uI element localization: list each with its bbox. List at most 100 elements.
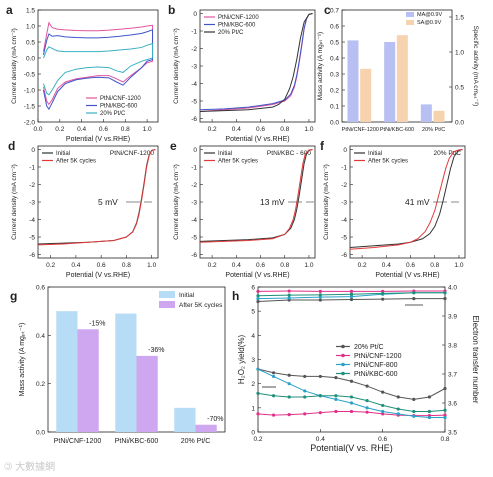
panel-d-legend-label: After 5K cycles: [56, 159, 96, 165]
panel-g-category-label: 20% Pt/C: [181, 438, 211, 445]
panel-h-series-3-point: [427, 409, 432, 414]
panel-h-series-3-point: [303, 395, 307, 399]
panel-h-series-0-point: [349, 379, 354, 383]
panel-h-series-0-point: [287, 373, 291, 377]
panel-h-series-1-point: [443, 413, 447, 417]
panel-c-legend-label: MA@0.9V: [417, 12, 442, 18]
panel-e-ytick-label: 0: [193, 147, 197, 154]
panel-h-series-0-point: [443, 386, 447, 391]
panel-h-series-0-point: [412, 397, 416, 401]
panel-e-legend-label: After 5K cycles: [218, 159, 258, 165]
panel-f-series-1-line: [349, 149, 463, 250]
panel-e-ytick-label: -3: [191, 200, 197, 207]
panel-g-legend-label: After 5K cycles: [179, 302, 223, 309]
panel-h-series-1-point: [334, 409, 338, 414]
panel-g-legend-swatch: [159, 301, 175, 308]
panel-h-xtick-label: 0.2: [253, 436, 262, 443]
panel-h-legend-label: PtNi/KBC-600: [354, 371, 398, 378]
panel-h-ytick-label: 5: [251, 309, 255, 316]
panel-f-ytick-label: -3: [341, 200, 347, 207]
panel-e-ytick-label: -5: [191, 235, 197, 242]
panel-f-ytick-label: 0: [343, 147, 347, 154]
panel-h-series-6-point: [287, 296, 291, 300]
panel-h-series-4-point: [412, 297, 416, 301]
panel-c-category-label: PtNi/CNF-1200: [342, 127, 379, 133]
panel-d-xtick-label: 1.0: [147, 262, 156, 269]
panel-h-series-3-point: [412, 409, 416, 414]
panel-c-ylabel: Mass activity (A mgₚₜ⁻¹): [317, 32, 324, 100]
panel-c-label: c: [324, 3, 331, 17]
panel-f-ytick-label: -6: [341, 252, 347, 259]
panel-e-series-0-line: [199, 149, 313, 242]
panel-h-series-2-point: [427, 415, 432, 420]
panel-a-ytick-label: 1.5: [26, 8, 35, 15]
panel-h-series-2-point: [303, 389, 307, 393]
panel-h-series-0-point: [396, 395, 400, 399]
panel-a-legend-label: PtNi/KBC-600: [100, 104, 138, 110]
panel-h-series-4-point: [256, 299, 260, 304]
panel-h-series-0-point: [303, 374, 307, 379]
panel-e-xtick-label: 1.0: [304, 262, 313, 269]
panel-f-xlabel: Potential (V vs.RHE): [375, 272, 439, 279]
panel-h-legend-label: PtNi/CNF-800: [354, 362, 398, 369]
panel-c-ytick-label: 0.3: [330, 72, 339, 79]
panel-e-xtick-label: 0.8: [280, 262, 289, 269]
panel-g-annotation: -70%: [207, 416, 223, 423]
panel-h-series-2-point: [443, 415, 447, 420]
panel-h-series-3-point: [381, 403, 385, 408]
panel-h-series-7-point: [349, 292, 354, 296]
panel-a-ytick-label: -1.5: [24, 104, 36, 111]
panel-b-ytick-label: -6: [191, 116, 197, 123]
panel-h-ytick-right-label: 3.7: [448, 372, 457, 379]
panel-h-ytick-right-label: 3.5: [448, 430, 457, 437]
panel-h-xlabel: Potential(V vs. RHE): [310, 443, 393, 453]
panel-f-legend-label: After 5K cycles: [368, 159, 408, 165]
panel-g-legend-swatch: [159, 291, 175, 298]
panel-b-xlabel: Potential (V vs.RHE): [225, 136, 289, 143]
panel-h-series-2-point: [349, 401, 354, 405]
panel-f-ytick-label: -1: [341, 165, 347, 172]
panel-a-ylabel: Current density (mA cm⁻²): [11, 28, 18, 104]
panel-g-category-label: PtNi/KBC-600: [115, 438, 159, 445]
panel-h-series-3-point: [334, 394, 338, 398]
panel-f-legend-label: Initial: [368, 151, 382, 157]
panel-b-ytick-label: -2: [191, 46, 197, 53]
panel-h-series-3-point: [396, 407, 400, 411]
panel-h-legend-marker: [341, 353, 345, 358]
panel-c-bar-MA@0.9V: [384, 42, 396, 122]
panel-b-label: b: [168, 3, 175, 17]
panel-f-ytick-label: -5: [341, 235, 347, 242]
panel-a-series-2-line: [42, 42, 154, 96]
panel-h-series-5-point: [256, 289, 260, 293]
panel-a-ytick-label: 0.0: [26, 56, 35, 63]
panel-h-legend-marker: [341, 344, 345, 349]
panel-b-xtick-label: 1.0: [304, 126, 313, 133]
watermark: 🄯 大數據網: [4, 462, 56, 473]
panel-c-legend-label: SA@0.9V: [417, 20, 442, 26]
panel-d-ytick-label: -6: [29, 252, 35, 259]
panel-h-series-7-point: [287, 293, 291, 297]
panel-h-series-5-point: [349, 289, 354, 293]
panel-h-series-7-point: [412, 291, 416, 295]
panel-b-series-1-line: [199, 13, 313, 111]
panel-a-frame: [37, 9, 159, 123]
panel-f-xtick-label: 0.2: [358, 262, 367, 269]
panel-b-xtick-label: 0.6: [256, 126, 265, 133]
panel-d-ytick-label: -1: [29, 165, 35, 172]
panel-f-ylabel: Current density (mA cm⁻²): [323, 164, 330, 240]
panel-c-ytick-label: 0.5: [330, 40, 339, 47]
panel-f-label: f: [320, 139, 325, 153]
panel-g-bar-After 5K cycles: [136, 355, 158, 432]
panel-c-ylabel-right: Specific activity (mA cmₚₜ⁻²): [472, 26, 479, 107]
panel-c-ytick-label: 0.7: [330, 8, 339, 15]
panel-g-label: g: [10, 289, 17, 303]
panel-h-series-3-point: [318, 394, 322, 398]
panel-h-series-6-point: [318, 295, 322, 299]
panel-h-series-2-point: [287, 382, 291, 386]
panel-c-ytick-label: 0.6: [330, 24, 339, 31]
panel-c-legend-swatch: [406, 12, 414, 17]
panel-h-series-1-point: [256, 412, 260, 416]
panel-h-series-3-point: [256, 391, 260, 395]
panel-h-series-0-point: [427, 395, 432, 399]
panel-h-ytick-label: 0: [251, 430, 255, 437]
